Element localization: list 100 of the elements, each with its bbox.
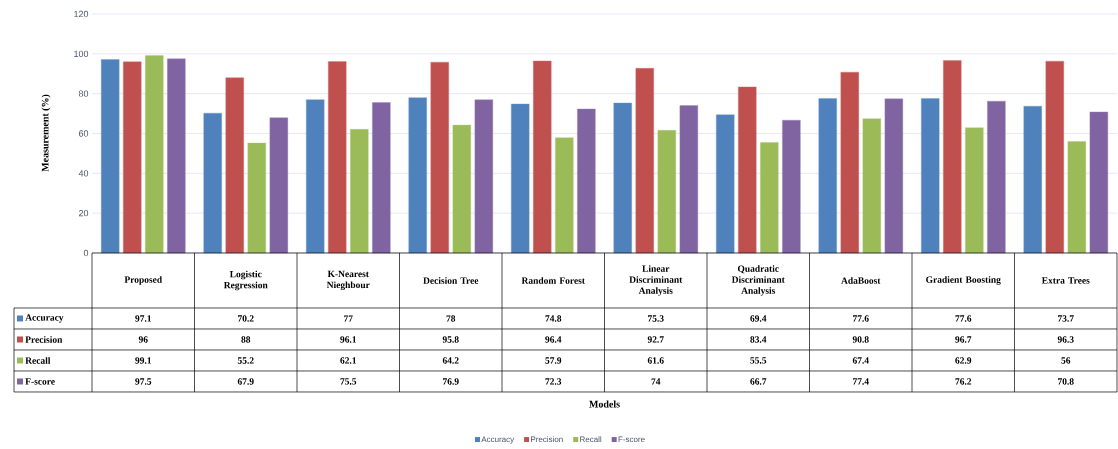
data-label: 96.4 [545, 336, 562, 343]
data-label: 76.2 [955, 378, 972, 385]
bar [1067, 141, 1087, 254]
data-label: 99.1 [135, 357, 152, 364]
y-tick-label: 60 [78, 130, 89, 137]
bar [884, 98, 904, 254]
y-tick-label: 0 [83, 249, 89, 257]
data-label: 90.8 [852, 336, 869, 343]
bar [840, 71, 859, 254]
bar [716, 114, 735, 254]
bar [657, 130, 676, 254]
bar [1089, 111, 1109, 254]
bar [328, 61, 347, 254]
data-label: 72.3 [545, 378, 562, 385]
bar [818, 98, 837, 254]
bar [555, 137, 574, 254]
bar [533, 60, 552, 254]
data-label: 75.5 [340, 378, 357, 385]
data-label: 70.2 [238, 315, 254, 322]
data-label: 88 [241, 336, 251, 343]
data-label: 62.1 [340, 357, 357, 364]
x-tick-label: Proposed [124, 276, 162, 285]
x-tick-label: Decision Tree [423, 277, 479, 284]
data-label: 77 [344, 315, 353, 322]
bar [269, 117, 288, 254]
bar [474, 99, 494, 254]
data-label: 55.5 [750, 357, 767, 364]
data-label: 77.6 [955, 315, 972, 322]
bar [101, 59, 120, 254]
x-tick-label: Quadratic Discriminant Analysis [731, 265, 785, 296]
x-tick-label: Extra Trees [1041, 277, 1090, 284]
bar [203, 112, 222, 254]
data-label: 56 [1061, 357, 1071, 364]
bar [1045, 60, 1064, 254]
legend-label: F-score [25, 378, 55, 385]
bar [145, 55, 164, 254]
x-tick-label: Linear Discriminant Analysis [629, 265, 683, 296]
data-label: 69.4 [750, 315, 767, 322]
data-label: 62.9 [955, 357, 972, 364]
bar [1023, 106, 1042, 254]
legend-label: Precision [25, 336, 63, 343]
bar [760, 142, 779, 254]
x-tick-label: Random Forest [521, 277, 585, 284]
data-label: 77.6 [853, 315, 869, 322]
bar [408, 97, 427, 254]
x-tick-label: K-Nearest Nieghbour [326, 270, 370, 291]
y-tick-label: 80 [78, 90, 89, 97]
data-label: 67.4 [852, 357, 869, 364]
data-label: 83.4 [750, 336, 767, 343]
bar [943, 60, 962, 254]
data-label: 67.9 [237, 378, 254, 385]
data-label: 76.9 [443, 378, 459, 385]
x-tick-label: AdaBoost [841, 277, 881, 284]
data-label: 57.9 [545, 357, 562, 364]
bar [577, 108, 596, 254]
data-label: 97.5 [135, 378, 152, 385]
data-label: 96 [138, 336, 148, 343]
data-label: 78 [446, 315, 456, 322]
data-label: 74 [651, 378, 661, 385]
x-tick-label: Gradient Boosting [926, 276, 1001, 285]
data-label: 66.7 [750, 378, 767, 385]
data-label: 61.6 [647, 357, 664, 364]
bar [921, 98, 940, 254]
x-tick-label: Logistic Regression [223, 270, 268, 291]
bar [965, 127, 984, 254]
data-label: 95.8 [442, 336, 459, 343]
bar [167, 58, 186, 254]
y-tick-label: 100 [74, 50, 89, 57]
data-label: 97.1 [135, 315, 152, 322]
bar [372, 102, 391, 254]
bar [247, 142, 266, 254]
data-label: 73.7 [1058, 315, 1074, 322]
bar [225, 77, 244, 254]
data-label: 77.4 [853, 378, 869, 385]
data-label: 70.8 [1058, 378, 1074, 385]
bar [987, 101, 1006, 254]
data-label: 64.2 [442, 357, 459, 364]
bar [679, 105, 699, 254]
data-label: 75.3 [648, 315, 664, 322]
data-label: 92.7 [647, 336, 664, 343]
bar [862, 118, 881, 254]
y-tick-label: 40 [78, 170, 89, 177]
y-tick-label: 120 [74, 10, 89, 18]
legend-label: Recall [25, 357, 51, 364]
bar [430, 61, 449, 254]
y-axis-title: Measurement (%) [41, 94, 51, 172]
bar [511, 103, 530, 254]
bar [306, 99, 325, 254]
text: Models [589, 400, 620, 408]
y-tick-label: 20 [78, 209, 89, 217]
data-label: 74.8 [545, 315, 562, 322]
bar [123, 61, 142, 254]
bar [782, 119, 801, 254]
data-label: 55.2 [237, 357, 254, 364]
bar [613, 102, 632, 254]
bar [452, 124, 471, 254]
bar [738, 86, 757, 254]
legend-label: Accuracy [25, 314, 64, 323]
bar [350, 129, 369, 254]
data-label: 96.3 [1057, 336, 1074, 343]
